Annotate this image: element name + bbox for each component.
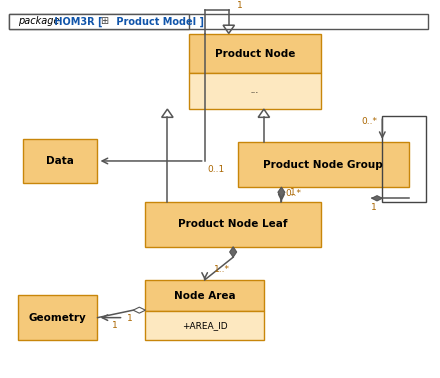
Text: Node Area: Node Area [174,291,235,301]
Text: Geometry: Geometry [29,313,87,323]
Text: 1..*: 1..* [214,265,230,274]
Polygon shape [278,187,285,198]
Bar [238,143,409,187]
Text: 0..*: 0..* [286,189,302,198]
Bar [189,73,321,109]
Polygon shape [230,247,237,257]
Text: ⊞: ⊞ [100,17,108,26]
Polygon shape [372,196,382,201]
Bar [10,14,429,29]
Bar [146,202,321,247]
Text: 1: 1 [290,188,295,197]
Text: HOM3R [: HOM3R [ [51,16,103,26]
Text: 1: 1 [370,203,376,212]
Bar [10,14,189,29]
Polygon shape [133,307,146,313]
Text: 0..1: 0..1 [207,165,224,174]
Text: package: package [18,17,60,26]
Text: Product Model ]: Product Model ] [113,16,204,26]
Text: Product Node: Product Node [215,48,295,59]
Text: Data: Data [46,156,74,166]
Text: ...: ... [251,86,260,95]
Text: +AREA_ID: +AREA_ID [182,321,227,330]
Bar [18,295,97,340]
Text: Product Node Leaf: Product Node Leaf [178,219,288,229]
Bar [146,311,264,340]
Text: 1: 1 [127,314,133,323]
Text: 1: 1 [112,321,117,330]
Text: Product Node Group: Product Node Group [263,160,383,170]
Bar [146,280,264,311]
Bar [382,116,426,202]
Text: 0..*: 0..* [361,117,377,126]
Text: 1: 1 [237,1,242,10]
Bar [189,34,321,73]
Bar [22,139,97,183]
